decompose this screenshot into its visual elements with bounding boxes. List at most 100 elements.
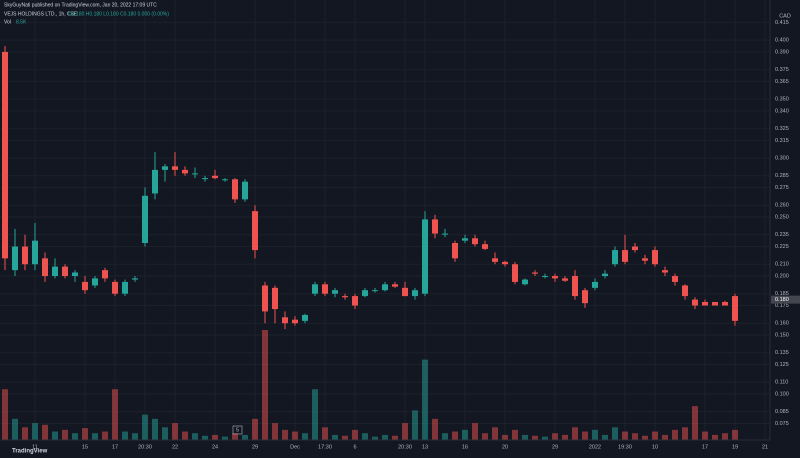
volume-bar (232, 433, 238, 440)
volume-bar (382, 434, 388, 440)
candle-body (202, 178, 208, 180)
volume-bar (212, 434, 218, 440)
candle-body (302, 314, 308, 321)
candle-body (222, 179, 228, 181)
x-tick-label: 2022 (589, 444, 601, 450)
y-tick-label: 0.200 (775, 273, 789, 279)
y-tick-label: 0.350 (775, 97, 789, 103)
vol-value: 8.5K (16, 19, 27, 25)
candle-body (402, 287, 408, 297)
volume-bar (152, 418, 158, 440)
candle-body (192, 173, 198, 175)
candle-body (312, 284, 318, 294)
x-tick-label: 10 (652, 444, 658, 450)
volume-bar (732, 429, 738, 440)
volume-bar (652, 431, 658, 440)
x-tick-label: 20 (502, 444, 508, 450)
symbol: VEJS HOLDINGS LTD., 1h, CSE (4, 11, 78, 17)
volume-bar (242, 434, 248, 440)
candle-body (412, 290, 418, 297)
volume-bar (562, 434, 568, 440)
candle-body (282, 317, 288, 324)
candle-body (602, 273, 608, 277)
y-tick-label: 0.225 (775, 244, 789, 250)
volume-bar (282, 429, 288, 440)
x-tick-label: 19 (732, 444, 738, 450)
x-tick-label: 29 (252, 444, 258, 450)
volume-bar (482, 433, 488, 440)
volume-bar (542, 436, 548, 440)
candle-body (442, 233, 448, 235)
currency: CAD (779, 13, 791, 19)
volume-bar (22, 427, 28, 440)
candle-body (32, 240, 38, 265)
candle-body (722, 301, 728, 306)
volume-bar (332, 434, 338, 440)
candle-body (122, 281, 128, 294)
x-tick-label: 17 (702, 444, 708, 450)
volume-bar (632, 433, 638, 440)
volume-bar (342, 435, 348, 440)
volume-bar (192, 433, 198, 440)
y-tick-label: 0.415 (775, 20, 789, 26)
volume-bar (472, 423, 478, 440)
candle-body (572, 276, 578, 297)
y-tick-label: 0.365 (775, 79, 789, 85)
candle-body (352, 296, 358, 306)
volume-bar (572, 427, 578, 440)
volume-bar (112, 389, 118, 440)
candle-body (172, 166, 178, 170)
x-tick-label: 22 (172, 444, 178, 450)
volume-bar (422, 359, 428, 440)
volume-bar (432, 418, 438, 440)
candle-body (532, 272, 538, 274)
candle-body (162, 166, 168, 170)
candle-body (132, 278, 138, 280)
volume-bar (682, 427, 688, 440)
x-tick-label: 17 (112, 444, 118, 450)
volume-bar (202, 435, 208, 440)
volume-bar (62, 429, 68, 440)
x-tick-label: 24 (212, 444, 218, 450)
volume-bar (262, 330, 268, 440)
candle-body (692, 299, 698, 306)
last-price-box (771, 295, 800, 304)
volume-bar (222, 436, 228, 440)
y-tick-label: 0.340 (775, 108, 789, 114)
candle-body (652, 250, 658, 265)
y-tick-label: 0.325 (775, 126, 789, 132)
volume-bar (662, 434, 668, 440)
y-tick-label: 0.285 (775, 173, 789, 179)
x-tick-label: 29 (552, 444, 558, 450)
volume-bar (322, 427, 328, 440)
candle-body (712, 301, 718, 306)
volume-bar (52, 431, 58, 440)
candle-body (102, 270, 108, 279)
y-tick-label: 0.160 (775, 321, 789, 327)
candle-body (242, 181, 248, 200)
y-tick-label: 0.185 (775, 291, 789, 297)
last-price-label: 0.180 (775, 297, 789, 303)
ohlc: O0.180 H0.180 L0.180 C0.180 0.000 (0.00%… (68, 11, 169, 17)
volume-bar (102, 431, 108, 440)
candle-body (632, 246, 638, 251)
candle-body (552, 276, 558, 279)
volume-bar (462, 429, 468, 440)
volume-bar (722, 433, 728, 440)
y-tick-label: 0.400 (775, 38, 789, 44)
candle-body (262, 285, 268, 312)
volume-bar (302, 433, 308, 440)
volume-bar (672, 429, 678, 440)
volume-bar (392, 435, 398, 440)
candle-body (702, 301, 708, 306)
candle-body (332, 290, 338, 294)
candle-body (522, 279, 528, 285)
volume-bar (12, 418, 18, 440)
y-tick-label: 0.150 (775, 332, 789, 338)
candle-body (642, 258, 648, 261)
y-tick-label: 0.390 (775, 49, 789, 55)
volume-bar (122, 431, 128, 440)
y-tick-label: 0.075 (775, 421, 789, 427)
volume-bar (602, 434, 608, 440)
